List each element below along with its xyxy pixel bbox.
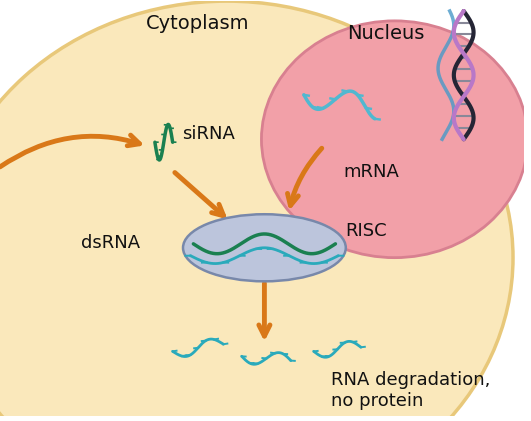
Text: Nucleus: Nucleus [347, 24, 425, 43]
Text: mRNA: mRNA [344, 163, 399, 181]
Ellipse shape [261, 21, 528, 258]
Ellipse shape [0, 1, 513, 421]
Text: Cytoplasm: Cytoplasm [146, 14, 250, 33]
Text: RISC: RISC [345, 222, 387, 240]
Text: RNA degradation,
no protein: RNA degradation, no protein [330, 371, 490, 410]
Text: dsRNA: dsRNA [81, 234, 140, 252]
Text: siRNA: siRNA [183, 125, 235, 143]
Ellipse shape [183, 214, 346, 281]
